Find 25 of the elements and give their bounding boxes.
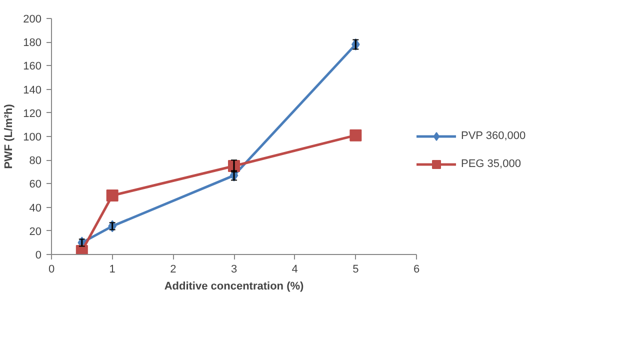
y-tick-label: 20: [29, 226, 42, 238]
x-tick-label: 5: [352, 264, 359, 276]
point: [106, 190, 118, 202]
x-axis-title: Additive concentration (%): [164, 280, 304, 292]
x-tick-label: 2: [170, 264, 176, 276]
y-tick-label: 140: [23, 84, 42, 96]
point: [76, 244, 88, 254]
y-tick-label: 160: [23, 60, 42, 73]
y-tick-label: 180: [23, 37, 42, 50]
y-tick-label: 0: [35, 250, 42, 262]
x-tick-label: 3: [230, 264, 238, 276]
x-tick-label: 6: [413, 264, 420, 276]
y-tick-label: 200: [23, 14, 42, 26]
legend-label: PVP 360,000: [461, 130, 526, 142]
point: [350, 129, 362, 142]
y-tick-label: 120: [23, 108, 42, 120]
y-axis-title: PWF (L/m²h): [3, 104, 16, 169]
x-tick-label: 1: [109, 264, 116, 276]
x-tick-label: 4: [292, 264, 298, 276]
y-tick-label: 40: [29, 202, 42, 214]
y-tick-label: 100: [23, 132, 42, 144]
y-tick-label: 80: [29, 155, 42, 168]
legend-label: PEG 35,000: [461, 158, 521, 170]
x-tick-label: 0: [48, 264, 55, 276]
y-tick-label: 60: [29, 178, 42, 191]
